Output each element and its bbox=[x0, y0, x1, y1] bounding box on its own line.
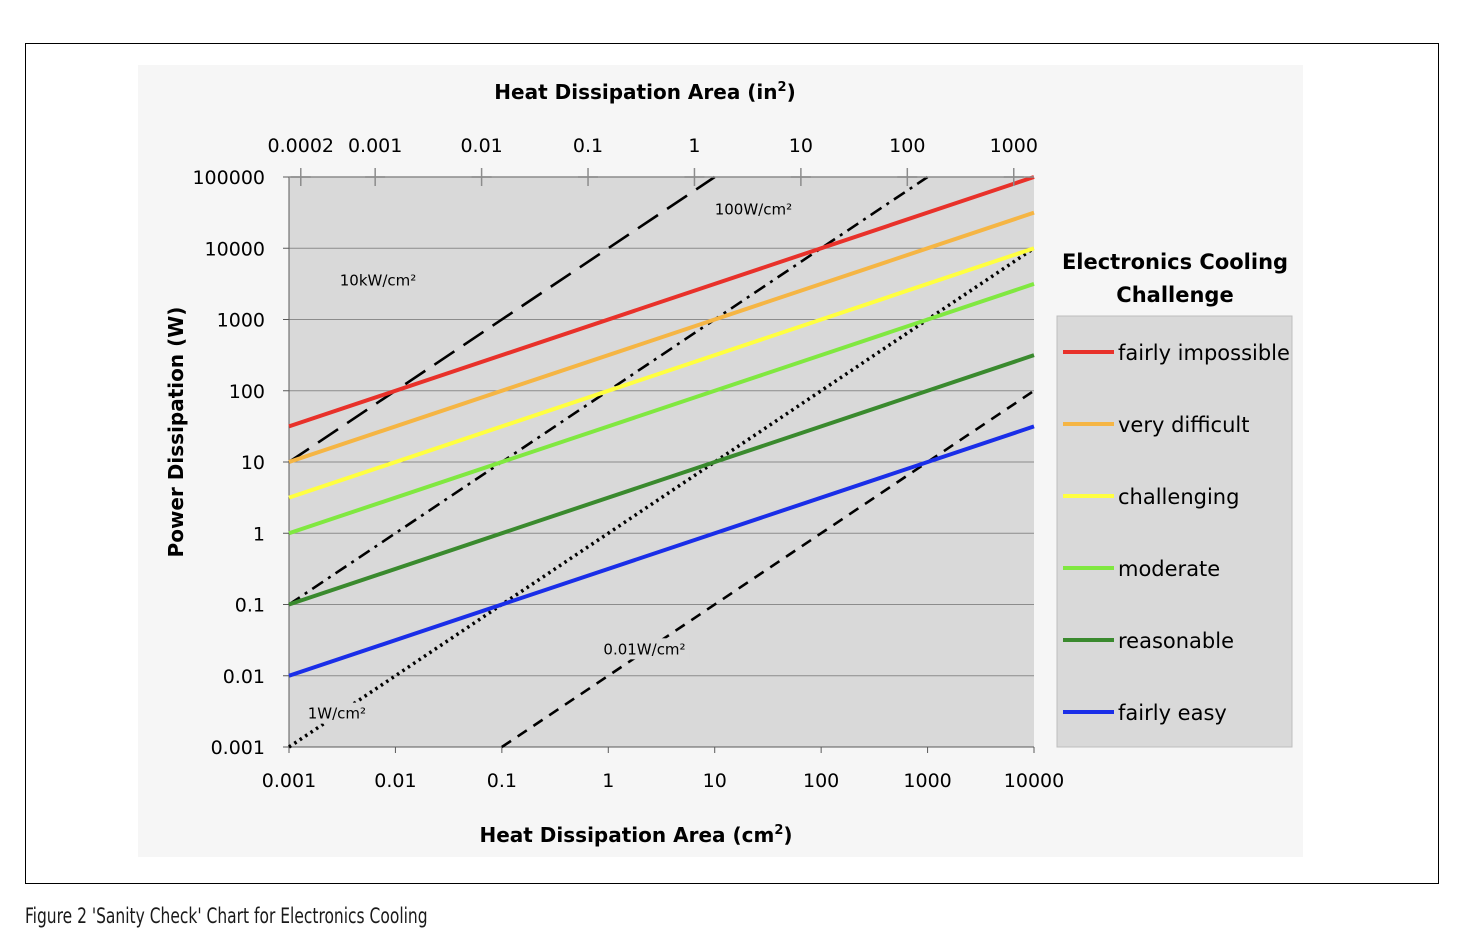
y-tick-label: 0.1 bbox=[235, 595, 265, 617]
series-line bbox=[288, 175, 1035, 429]
legend: fairly impossible very difficult challengi… bbox=[1063, 341, 1290, 725]
top-axis-title: Heat Dissipation Area (in2) bbox=[494, 80, 795, 104]
series-line bbox=[288, 210, 1035, 464]
x-tick-label: 10 bbox=[703, 770, 727, 792]
y-tick-label: 10 bbox=[241, 452, 265, 474]
reference-label-background bbox=[600, 638, 690, 660]
top-tick-label: 0.1 bbox=[573, 135, 603, 157]
x-tick-label: 0.01 bbox=[374, 770, 416, 792]
x-tick-label: 0.001 bbox=[262, 770, 316, 792]
x-tick-label: 1 bbox=[602, 770, 614, 792]
top-tick-label: 0.01 bbox=[460, 135, 502, 157]
legend-title-line1: Electronics Cooling bbox=[1062, 250, 1288, 274]
top-tick-label: 1 bbox=[688, 135, 700, 157]
top-tick-label: 100 bbox=[889, 135, 925, 157]
top-tick-label: 1000 bbox=[990, 135, 1038, 157]
y-tick-label: 0.001 bbox=[211, 737, 265, 759]
figure-caption: Figure 2 'Sanity Check' Chart for Electr… bbox=[25, 904, 428, 928]
legend-box bbox=[1056, 315, 1293, 748]
series-lines bbox=[288, 175, 1035, 678]
reference-label-background bbox=[336, 269, 417, 291]
bottom-axis-title: Heat Dissipation Area (cm2) bbox=[479, 823, 792, 847]
top-tick-label: 10 bbox=[789, 135, 813, 157]
reference-label-background bbox=[304, 702, 366, 724]
top-tick-label: 0.001 bbox=[348, 135, 402, 157]
series-line bbox=[288, 424, 1035, 678]
x-tick-label: 1000 bbox=[903, 770, 951, 792]
legend-label: fairly easy bbox=[1118, 701, 1227, 725]
y-tick-label: 0.01 bbox=[223, 666, 265, 688]
reference-line bbox=[501, 389, 1035, 749]
top-tick-label: 0.0002 bbox=[268, 135, 334, 157]
y-axis-title: Power Dissipation (W) bbox=[164, 307, 188, 558]
series-line bbox=[288, 353, 1035, 607]
x-tick-label: 0.1 bbox=[487, 770, 517, 792]
y-tick-label: 1 bbox=[253, 523, 265, 545]
x-tick-label: 10000 bbox=[1004, 770, 1064, 792]
reference-label: 0.01W/cm² bbox=[603, 640, 685, 658]
top-axis-ticks bbox=[289, 168, 1034, 186]
x-tick-label: 100 bbox=[803, 770, 839, 792]
y-tick-label: 100000 bbox=[192, 167, 265, 189]
legend-title-line2: Challenge bbox=[1116, 283, 1233, 307]
axis-tick-labels: 0.001 0.01 0.1 1 10 100 1000 10000 100000 0.001 0.… bbox=[192, 135, 1064, 792]
grid bbox=[283, 176, 1035, 753]
y-tick-label: 100 bbox=[229, 381, 265, 403]
legend-label: challenging bbox=[1118, 485, 1239, 509]
legend-label: very difficult bbox=[1118, 413, 1249, 437]
reference-label-background bbox=[711, 198, 792, 220]
reference-label: 100W/cm² bbox=[715, 200, 792, 218]
reference-label: 1W/cm² bbox=[308, 705, 366, 723]
y-tick-label: 1000 bbox=[217, 310, 265, 332]
series-line bbox=[288, 246, 1035, 500]
series-line bbox=[288, 282, 1035, 536]
reference-line bbox=[288, 175, 716, 464]
y-tick-label: 10000 bbox=[205, 238, 265, 260]
legend-label: reasonable bbox=[1118, 629, 1234, 653]
legend-label: moderate bbox=[1118, 557, 1220, 581]
reference-label: 10kW/cm² bbox=[340, 272, 417, 290]
legend-label: fairly impossible bbox=[1118, 341, 1290, 365]
